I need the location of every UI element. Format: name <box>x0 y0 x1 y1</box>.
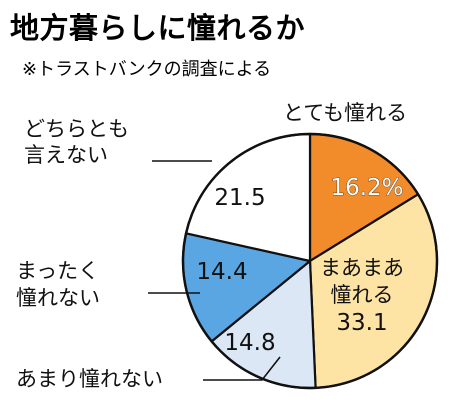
slice-category-label: どちらとも <box>24 117 129 141</box>
leader-lines <box>148 160 281 381</box>
slice-value-label: 33.1 <box>336 310 387 336</box>
leader-line <box>203 356 281 381</box>
slice-category-label: 憧れる <box>331 283 394 307</box>
slice-category-label: まったく <box>16 259 99 283</box>
slice-value-label: 21.5 <box>214 185 265 211</box>
slice-value-label: 14.4 <box>196 259 247 285</box>
pie-slices <box>181 132 439 390</box>
slice-category-label: 憧れない <box>16 286 100 310</box>
slice-value-label: 14.8 <box>224 330 275 356</box>
slice-category-label: 言えない <box>24 143 108 167</box>
slice-category-label: とても憧れる <box>283 101 407 125</box>
pie-outline <box>181 132 439 390</box>
chart-title: 地方暮らしに憧れるか <box>10 11 305 45</box>
chart-subtitle: ※トラストバンクの調査による <box>22 59 271 80</box>
slice-category-label: まあまあ <box>320 256 404 280</box>
slice-category-label: あまり憧れない <box>16 367 163 391</box>
slice-value-label: 16.2% <box>330 175 403 201</box>
